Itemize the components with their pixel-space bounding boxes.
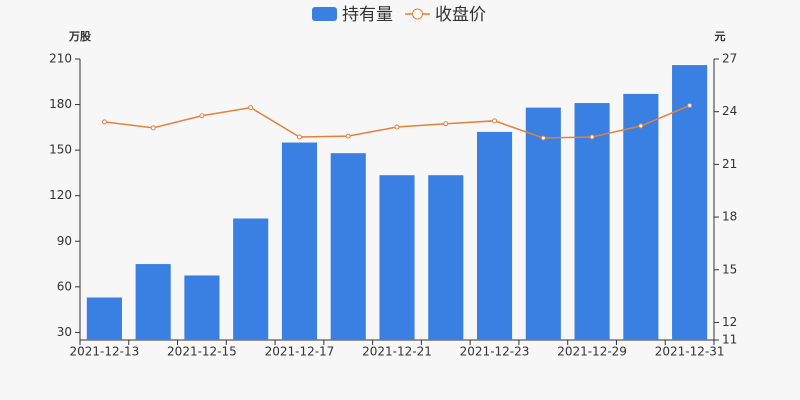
y2-tick-label: 24 bbox=[722, 104, 737, 118]
y-tick-label: 150 bbox=[49, 143, 72, 157]
legend-label: 收盘价 bbox=[435, 5, 486, 25]
y-tick-label: 60 bbox=[57, 279, 72, 293]
bar bbox=[623, 93, 659, 340]
line-point bbox=[394, 124, 400, 130]
x-tick-label: 2021-12-17 bbox=[265, 345, 335, 359]
x-tick-label: 2021-12-31 bbox=[655, 345, 725, 359]
line-point bbox=[687, 103, 693, 109]
y-tick-label: 120 bbox=[49, 188, 72, 202]
y-tick-label: 180 bbox=[49, 97, 72, 111]
x-tick-label: 2021-12-23 bbox=[460, 345, 530, 359]
bar bbox=[135, 264, 171, 340]
bar bbox=[525, 107, 561, 340]
y2-tick-label: 21 bbox=[722, 157, 737, 171]
y-tick-label: 90 bbox=[57, 234, 72, 248]
x-tick-label: 2021-12-21 bbox=[362, 345, 432, 359]
bar bbox=[233, 218, 269, 340]
line-point bbox=[492, 118, 498, 124]
y2-tick-label: 11 bbox=[722, 333, 737, 347]
bar bbox=[86, 297, 122, 340]
bar bbox=[330, 153, 366, 340]
y2-tick-label: 27 bbox=[722, 52, 737, 66]
bar bbox=[428, 175, 464, 340]
bar bbox=[281, 142, 318, 340]
y2-tick-label: 15 bbox=[722, 262, 737, 276]
line-point bbox=[638, 123, 644, 129]
bar bbox=[574, 103, 610, 340]
y-tick-label: 30 bbox=[57, 325, 72, 339]
y-axis-label: 万股 bbox=[68, 30, 92, 43]
line-point bbox=[589, 134, 595, 140]
y2-tick-label: 18 bbox=[722, 210, 737, 224]
line-point bbox=[150, 125, 156, 131]
line-point bbox=[296, 134, 302, 140]
line-point bbox=[540, 135, 546, 141]
legend-swatch bbox=[412, 8, 423, 20]
bar bbox=[184, 275, 220, 340]
x-tick-label: 2021-12-13 bbox=[70, 345, 140, 359]
y2-axis-label: 元 bbox=[715, 30, 726, 43]
line-point bbox=[199, 113, 205, 119]
legend-swatch bbox=[312, 7, 337, 21]
line-point bbox=[248, 105, 254, 111]
legend-label: 持有量 bbox=[342, 5, 393, 25]
x-tick-label: 2021-12-29 bbox=[557, 345, 627, 359]
y2-tick-label: 12 bbox=[722, 315, 737, 329]
line-point bbox=[101, 119, 107, 125]
y-tick-label: 210 bbox=[49, 52, 72, 66]
x-tick-label: 2021-12-15 bbox=[167, 345, 237, 359]
line-point bbox=[443, 121, 449, 127]
bar bbox=[476, 131, 513, 340]
line-point bbox=[345, 133, 351, 139]
bar bbox=[379, 175, 415, 340]
